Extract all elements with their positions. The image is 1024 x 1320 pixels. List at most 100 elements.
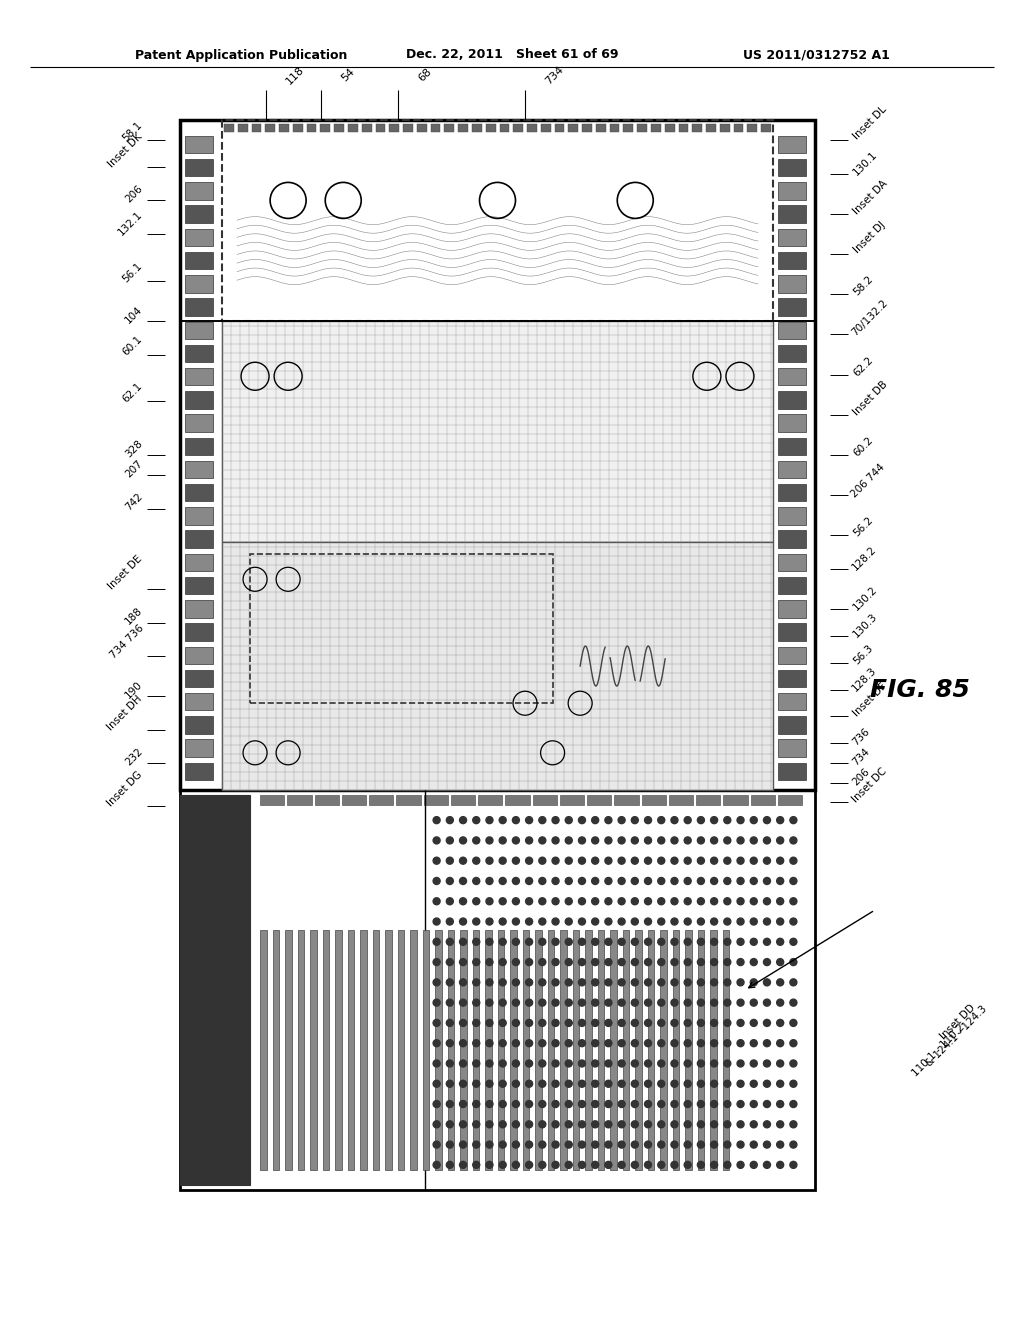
Bar [548,931,554,1170]
Circle shape [579,1121,586,1127]
Circle shape [724,1080,731,1088]
Circle shape [684,979,691,986]
Circle shape [724,979,731,986]
Circle shape [790,1140,797,1148]
Circle shape [473,1140,480,1148]
Bar [597,931,604,1170]
Circle shape [605,958,612,966]
Text: 128.2: 128.2 [851,544,879,573]
Circle shape [499,1101,506,1107]
Circle shape [473,1162,480,1168]
Circle shape [592,1060,599,1067]
Bar [185,136,213,153]
Circle shape [460,857,467,865]
Text: 734 736: 734 736 [108,623,145,660]
Bar [385,931,392,1170]
Circle shape [486,817,493,824]
Circle shape [632,958,638,966]
Bar [396,795,421,805]
Bar [651,124,660,132]
Circle shape [618,1080,625,1088]
Circle shape [473,1019,480,1027]
Circle shape [486,999,493,1006]
Circle shape [697,979,705,986]
Bar [260,931,267,1170]
Bar [748,124,757,132]
Bar [710,931,717,1170]
Circle shape [486,878,493,884]
Circle shape [473,837,480,843]
Circle shape [592,898,599,904]
Bar [444,124,455,132]
Circle shape [565,817,572,824]
Circle shape [724,1060,731,1067]
Circle shape [724,878,731,884]
Circle shape [697,1121,705,1127]
Circle shape [499,1019,506,1027]
Circle shape [460,1080,467,1088]
Bar [458,124,468,132]
Circle shape [697,1162,705,1168]
Circle shape [776,1080,783,1088]
Circle shape [525,817,532,824]
Bar [431,124,440,132]
Bar [485,124,496,132]
Circle shape [446,917,454,925]
Circle shape [671,1040,678,1047]
Circle shape [764,1019,770,1027]
Bar [541,124,551,132]
Circle shape [751,1140,758,1148]
Text: Inset DE: Inset DE [106,553,143,591]
Circle shape [486,1019,493,1027]
Circle shape [737,917,744,925]
Circle shape [433,1080,440,1088]
Bar [272,931,280,1170]
Text: 56.2: 56.2 [851,515,874,539]
Circle shape [644,1040,651,1047]
Bar [522,931,529,1170]
Circle shape [776,817,783,824]
Circle shape [486,1121,493,1127]
Bar [778,795,802,805]
Circle shape [565,878,572,884]
Circle shape [790,1040,797,1047]
Bar [778,693,806,710]
Circle shape [632,939,638,945]
Circle shape [724,1162,731,1168]
Bar [314,795,339,805]
Text: Inset DD: Inset DD [938,1003,977,1041]
Circle shape [486,1162,493,1168]
Circle shape [711,857,718,865]
Circle shape [711,1140,718,1148]
Bar [180,120,815,789]
Circle shape [697,1140,705,1148]
Bar [665,124,675,132]
Bar [778,763,806,780]
Circle shape [644,999,651,1006]
Circle shape [724,999,731,1006]
Circle shape [525,958,532,966]
Bar [707,124,716,132]
Text: Inset DF: Inset DF [851,681,889,718]
Circle shape [592,837,599,843]
Circle shape [724,1140,731,1148]
Circle shape [697,958,705,966]
Circle shape [605,878,612,884]
Circle shape [618,1019,625,1027]
Bar [660,931,667,1170]
Circle shape [657,979,665,986]
Bar [280,124,289,132]
Circle shape [539,1101,546,1107]
Circle shape [525,1019,532,1027]
Circle shape [671,1060,678,1067]
Bar [185,368,213,385]
Circle shape [539,878,546,884]
Circle shape [592,1019,599,1027]
Circle shape [512,1040,519,1047]
Circle shape [644,1140,651,1148]
Circle shape [565,979,572,986]
Bar [778,461,806,478]
Circle shape [618,1101,625,1107]
Circle shape [433,1121,440,1127]
Circle shape [552,878,559,884]
